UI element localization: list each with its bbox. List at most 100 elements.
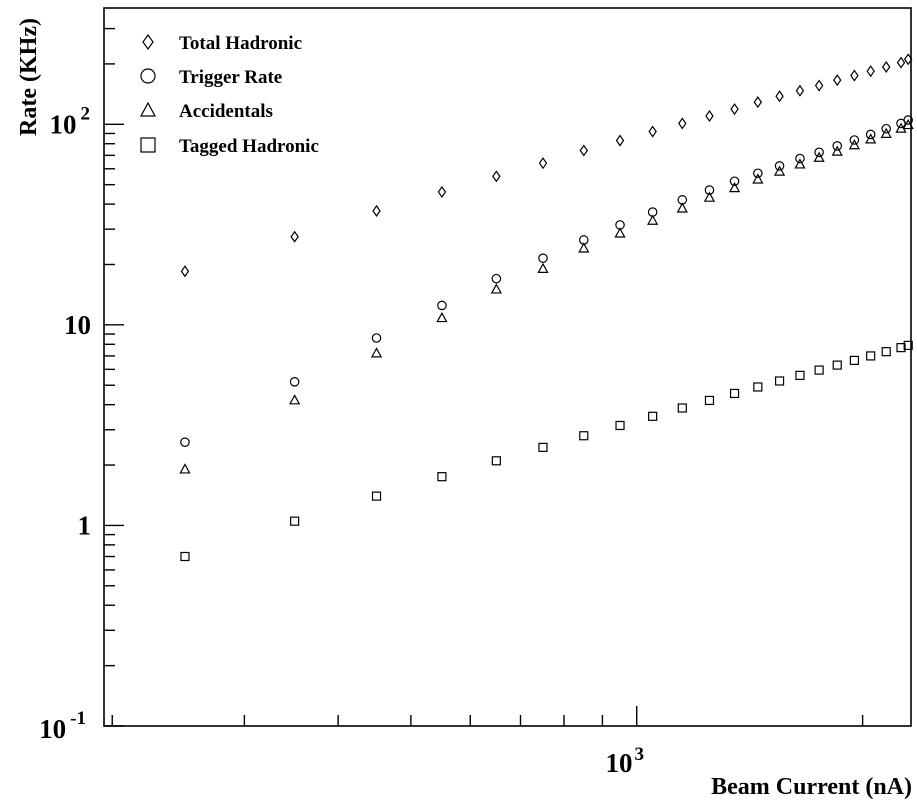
tagged-hadronic-point — [903, 340, 913, 350]
y-tick-label: 10 2 — [50, 103, 91, 139]
tagged-hadronic-point — [579, 431, 589, 441]
accidentals-point — [773, 165, 786, 176]
total-hadronic-point — [730, 103, 739, 116]
total-hadronic-point — [492, 170, 501, 183]
y-tick-label: 10 — [64, 310, 91, 340]
total-hadronic-point — [705, 109, 714, 123]
accidentals-point — [647, 214, 659, 225]
tagged-hadronic-point — [180, 551, 190, 562]
legend-marker-trigger-rate — [140, 68, 156, 84]
y-tick-label: 10 -1 — [39, 708, 86, 744]
total-hadronic-point — [775, 90, 784, 103]
trigger-rate-point — [491, 273, 502, 284]
plot-frame — [103, 7, 912, 727]
total-hadronic-point — [850, 69, 859, 82]
accidentals-point — [676, 202, 688, 213]
trigger-rate-point — [371, 333, 382, 343]
tagged-hadronic-point — [896, 343, 906, 353]
trigger-rate-point — [289, 377, 300, 387]
plot-area — [179, 53, 914, 562]
total-hadronic-point — [437, 185, 447, 198]
total-hadronic-point — [896, 56, 906, 69]
accidentals-point — [370, 347, 383, 358]
tagged-hadronic-point — [290, 516, 300, 526]
accidentals-point — [728, 181, 741, 193]
accidentals-point — [578, 242, 590, 253]
tagged-hadronic-point — [677, 403, 687, 413]
trigger-rate-point — [903, 115, 913, 125]
total-hadronic-point — [290, 230, 299, 243]
trigger-rate-point — [753, 168, 763, 179]
legend-label-accidentals: Accidentals — [179, 101, 273, 122]
tagged-hadronic-point — [795, 370, 805, 380]
tagged-hadronic-point — [371, 491, 382, 501]
total-hadronic-point — [753, 96, 763, 109]
legend-marker-total-hadronic — [142, 33, 154, 51]
tagged-hadronic-point — [538, 442, 548, 452]
tagged-hadronic-point — [814, 365, 824, 375]
total-hadronic-point — [795, 84, 805, 97]
trigger-rate-point — [774, 161, 785, 171]
trigger-rate-point — [865, 129, 876, 140]
legend-marker-tagged-hadronic — [140, 137, 156, 153]
trigger-rate-point — [795, 153, 805, 164]
trigger-rate-point — [704, 185, 715, 195]
total-hadronic-point — [832, 74, 842, 87]
accidentals-point — [703, 191, 716, 202]
legend-label-total-hadronic: Total Hadronic — [179, 33, 302, 54]
total-hadronic-point — [866, 65, 875, 78]
accidentals-point — [537, 262, 549, 273]
accidentals-point — [865, 133, 877, 144]
legend-label-trigger-rate: Trigger Rate — [179, 67, 282, 88]
tagged-hadronic-point — [729, 388, 740, 399]
trigger-rate-point — [849, 135, 860, 145]
legend-marker-accidentals — [139, 101, 157, 117]
accidentals-point — [831, 145, 843, 156]
total-hadronic-point — [881, 60, 891, 74]
tagged-hadronic-point — [753, 382, 763, 392]
trigger-rate-point — [814, 147, 824, 158]
accidentals-point — [794, 158, 806, 169]
total-hadronic-point — [615, 134, 625, 147]
total-hadronic-point — [579, 144, 589, 157]
tagged-hadronic-point — [648, 411, 658, 421]
trigger-rate-point — [881, 123, 892, 134]
total-hadronic-point — [372, 204, 381, 217]
accidentals-point — [880, 127, 892, 138]
legend-label-tagged-hadronic: Tagged Hadronic — [179, 136, 319, 157]
tagged-hadronic-point — [866, 351, 876, 361]
total-hadronic-point — [180, 265, 190, 278]
tagged-hadronic-point — [704, 395, 715, 406]
legend: Total Hadronic Trigger Rate Accidentals Tag… — [139, 33, 319, 157]
trigger-rate-point — [538, 253, 548, 263]
tagged-hadronic-point — [491, 456, 501, 466]
x-tick-label: 10 3 — [605, 744, 644, 778]
accidentals-point — [813, 151, 825, 162]
accidentals-point — [179, 463, 191, 474]
trigger-rate-point — [832, 141, 843, 151]
accidentals-point — [614, 227, 626, 238]
accidentals-point — [490, 283, 502, 294]
total-hadronic-point — [814, 79, 824, 92]
tagged-hadronic-point — [832, 360, 842, 370]
trigger-rate-point — [180, 437, 190, 447]
total-hadronic-point — [648, 125, 657, 138]
tagged-hadronic-point — [615, 420, 625, 431]
trigger-rate-point — [729, 176, 740, 187]
tagged-hadronic-point — [774, 376, 785, 386]
accidentals-point — [848, 139, 860, 150]
trigger-rate-point — [437, 300, 447, 311]
tagged-hadronic-point — [881, 347, 891, 357]
tagged-hadronic-point — [437, 472, 447, 482]
total-hadronic-point — [678, 117, 687, 130]
y-axis-title: Rate (KHz) — [16, 18, 42, 136]
accidentals-point — [289, 394, 301, 405]
accidentals-point — [752, 173, 764, 184]
total-hadronic-point — [538, 157, 548, 170]
accidentals-point — [436, 311, 448, 323]
x-axis-title: Beam Current (nA) — [711, 774, 912, 800]
tagged-hadronic-point — [849, 355, 859, 365]
y-tick-label: 1 — [78, 510, 92, 540]
